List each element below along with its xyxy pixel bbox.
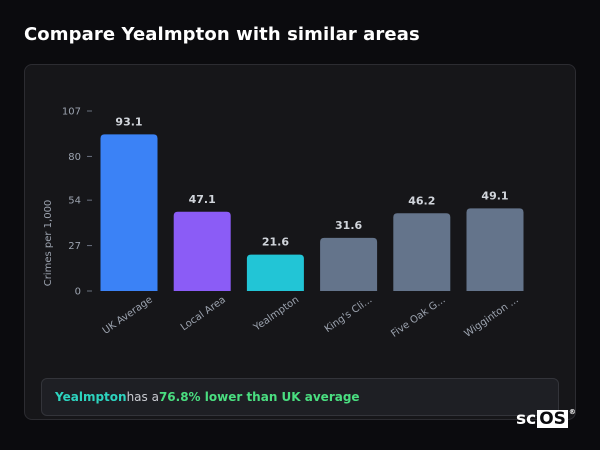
y-axis-title: Crimes per 1,000 [43, 200, 54, 287]
y-tick-label: 80 [68, 152, 81, 163]
bar[interactable] [173, 211, 231, 291]
x-category-label: UK Average [101, 294, 155, 336]
bar-value-label: 49.1 [481, 189, 508, 202]
x-category-label: Yealmpton [251, 294, 301, 334]
y-tick-label: 54 [68, 196, 81, 207]
bar[interactable] [466, 208, 524, 291]
bar-value-label: 21.6 [262, 236, 289, 249]
x-category-label: Local Area [179, 294, 228, 333]
x-category-label: Wigginton ... [463, 294, 521, 339]
logo-registered-mark: ® [568, 408, 576, 416]
logo-sc: sc [516, 409, 537, 429]
bar[interactable] [100, 134, 158, 291]
bar-value-label: 31.6 [335, 219, 362, 232]
bar-value-label: 46.2 [408, 194, 435, 207]
insight-place: Yealmpton [55, 390, 127, 404]
x-category-label: Five Oak G... [389, 294, 447, 339]
bar[interactable] [393, 213, 451, 291]
scos-logo: sc OS ® [516, 408, 576, 430]
insight-value: 76.8% lower than UK average [158, 390, 360, 404]
y-tick-label: 107 [62, 107, 81, 118]
bar-chart: 0 27 54 80 107 93.1 47.1 21.6 31.6 46.2 49.1 UK A… [43, 107, 524, 340]
insight-banner: Yealmpton has a 76.8% lower than UK aver… [41, 378, 559, 416]
bar[interactable] [320, 237, 378, 291]
page-title: Compare Yealmpton with similar areas [24, 24, 420, 45]
bar-value-label: 93.1 [115, 115, 142, 128]
bar[interactable] [246, 254, 304, 291]
y-tick-label: 0 [75, 287, 81, 298]
logo-os: OS [537, 409, 568, 429]
bars: 93.1 47.1 21.6 31.6 46.2 49.1 [100, 115, 524, 291]
chart-card: 0 27 54 80 107 93.1 47.1 21.6 31.6 46.2 49.1 UK A… [24, 64, 576, 420]
bar-value-label: 47.1 [189, 193, 216, 206]
x-category-label: King's Cli... [323, 294, 375, 335]
y-axis: 0 27 54 80 107 [62, 107, 92, 298]
insight-text: has a [126, 390, 159, 404]
y-tick-label: 27 [68, 241, 81, 252]
x-axis-labels: UK Average Local Area Yealmpton King's Cli.… [101, 294, 521, 339]
